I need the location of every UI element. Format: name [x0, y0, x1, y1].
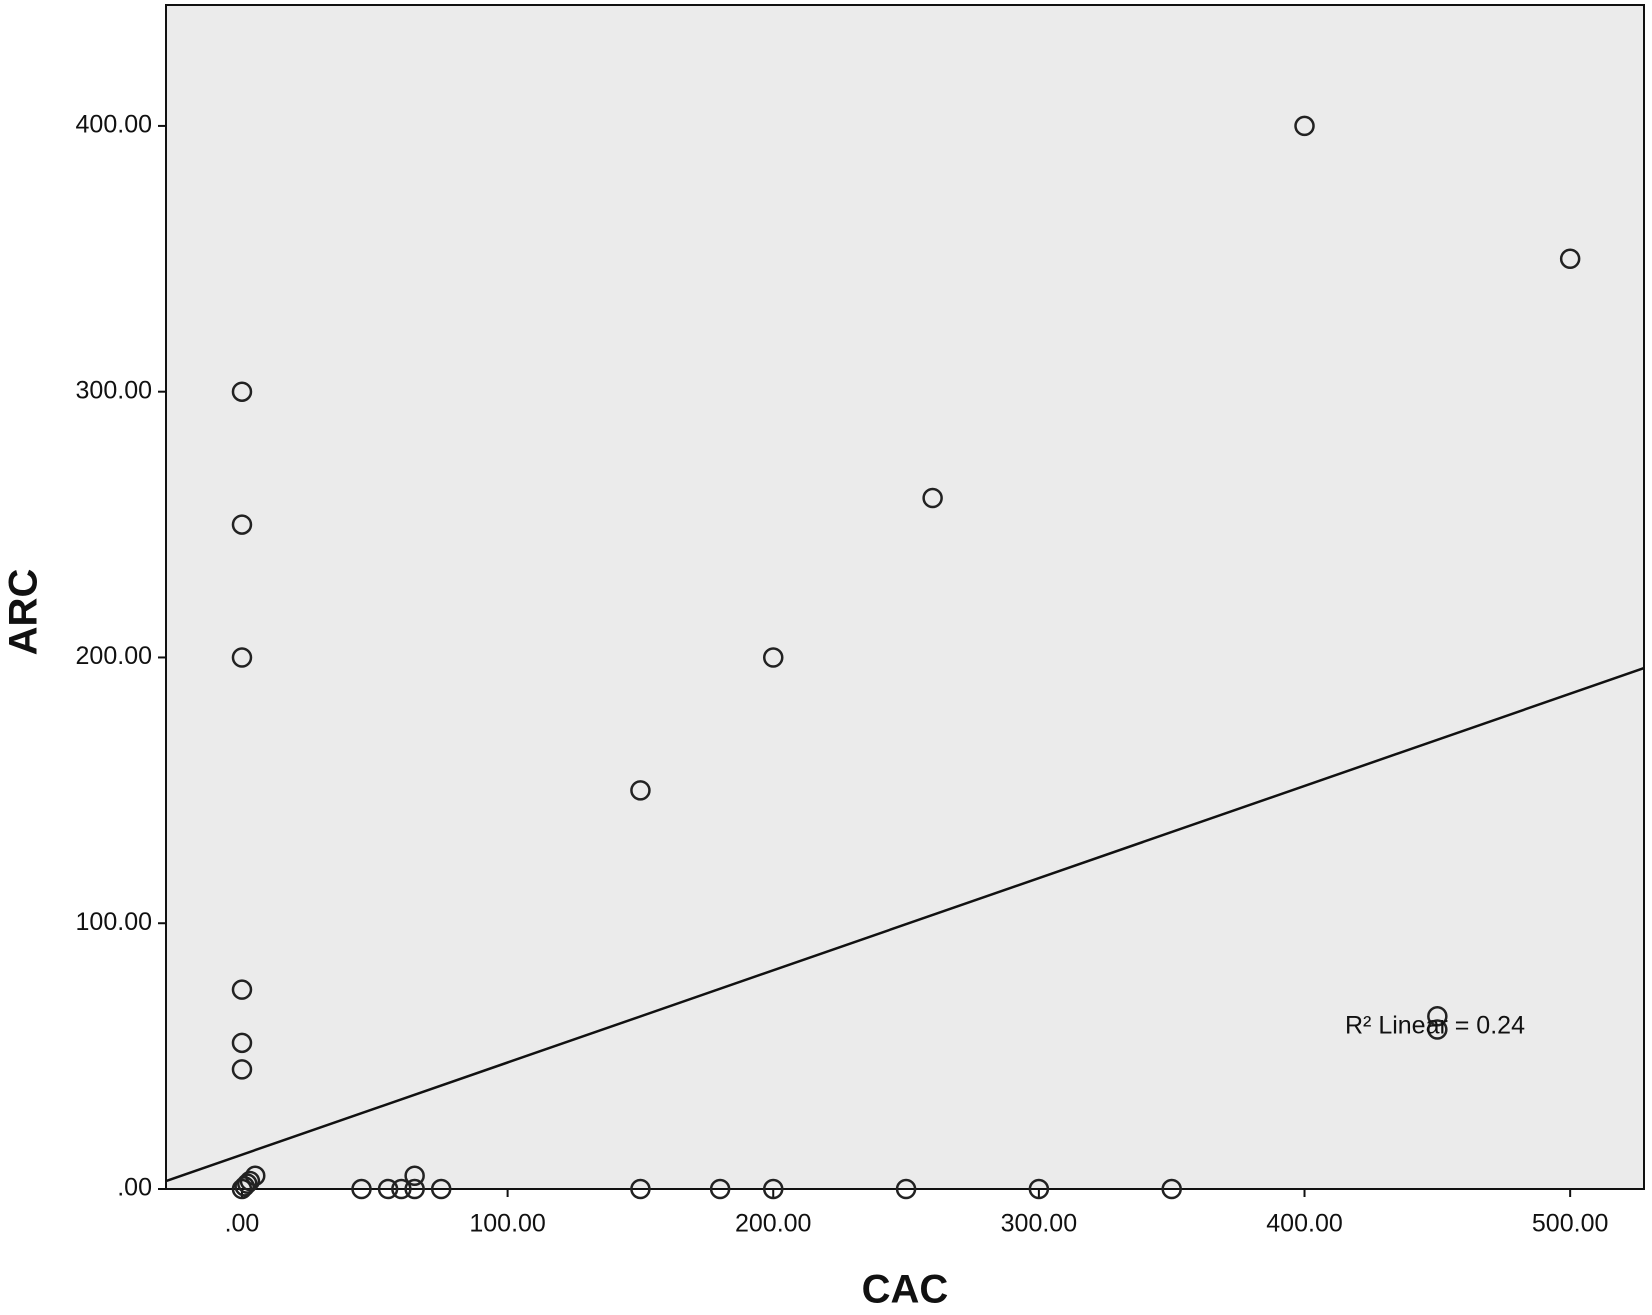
x-tick-label: 500.00: [1532, 1210, 1608, 1238]
point: [1427, 1006, 1448, 1027]
point: [1427, 1019, 1448, 1040]
x-tick-label: 100.00: [469, 1210, 545, 1238]
point: [231, 514, 253, 535]
point: [377, 1178, 399, 1200]
fit-line: [165, 666, 1645, 1183]
point: [239, 1170, 261, 1192]
point: [762, 1178, 784, 1200]
point: [231, 647, 253, 668]
point: [231, 1032, 253, 1054]
x-tick-label: 400.00: [1266, 1210, 1342, 1238]
point: [1559, 248, 1581, 270]
point: [430, 1178, 452, 1200]
y-tick-label: 100.00: [76, 908, 152, 936]
point: [895, 1178, 917, 1200]
point: [709, 1178, 731, 1200]
y-tick-label: 200.00: [76, 642, 152, 670]
y-tick-label: 300.00: [76, 376, 152, 404]
point: [231, 979, 253, 1000]
x-tick-label: 300.00: [1001, 1210, 1077, 1238]
point: [231, 1059, 253, 1080]
point: [1161, 1178, 1182, 1200]
point: [391, 1178, 412, 1200]
point: [404, 1178, 425, 1200]
annotation: R² Linear = 0.24: [1345, 1012, 1525, 1040]
y-tick-label: .00: [117, 1174, 152, 1202]
point: [245, 1165, 266, 1186]
point: [231, 381, 253, 402]
y-axis-title: ARC: [2, 569, 46, 656]
point: [922, 487, 943, 509]
x-axis-title: CAC: [862, 1268, 949, 1312]
point: [351, 1178, 372, 1200]
point: [234, 1176, 255, 1197]
x-tick-label: 200.00: [735, 1210, 811, 1238]
x-tick-label: .00: [225, 1210, 260, 1238]
point: [404, 1165, 425, 1186]
plot-area: [165, 4, 1645, 1190]
y-tick-label: 400.00: [76, 111, 152, 139]
point: [762, 647, 784, 668]
point: [1028, 1178, 1050, 1200]
point: [630, 780, 651, 801]
point: [1294, 115, 1315, 137]
point: [630, 1178, 651, 1200]
